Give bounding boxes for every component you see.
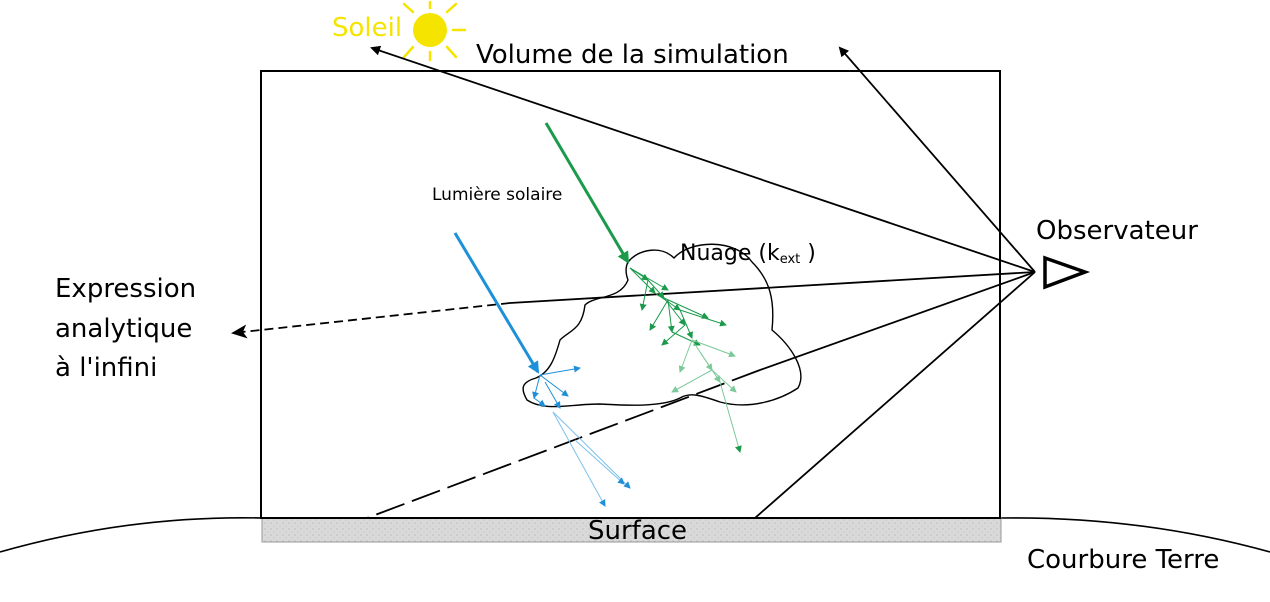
blue-scattering-rays bbox=[532, 365, 581, 409]
volume-label: Volume de la simulation bbox=[476, 40, 789, 70]
simulation-volume-box bbox=[260, 70, 1001, 519]
solar-ray-blue bbox=[453, 232, 540, 374]
observer-label: Observateur bbox=[1036, 216, 1198, 246]
cloud-label-main: Nuage (k bbox=[680, 241, 780, 266]
expression-label-line3: à l'infini bbox=[55, 353, 157, 383]
solar-ray-green bbox=[544, 122, 630, 264]
surface-label: Surface bbox=[588, 516, 687, 546]
sun-icon bbox=[402, 0, 467, 62]
sight-line-to-surface-right bbox=[754, 271, 1036, 519]
sunlight-label: Lumière solaire bbox=[432, 185, 562, 205]
observer-icon bbox=[1043, 255, 1091, 290]
sight-line-dashed-left bbox=[231, 302, 511, 339]
expression-label-line1: Expression bbox=[55, 274, 196, 304]
cloud-label-close: ) bbox=[800, 241, 816, 266]
earth-curvature-label: Courbure Terre bbox=[1027, 545, 1219, 575]
sight-line-to-surface-dashed bbox=[366, 369, 761, 519]
sun-label: Soleil bbox=[332, 13, 402, 43]
sight-line-through-cloud bbox=[509, 271, 1036, 304]
blue-scattering-rays-light bbox=[552, 411, 631, 507]
cloud-label: Nuage (kext ) bbox=[680, 241, 816, 267]
surface-strip bbox=[261, 517, 1002, 543]
expression-label-line2: analytique bbox=[55, 314, 192, 344]
sight-line-to-surface-solid bbox=[759, 271, 1036, 371]
sight-line-to-sun bbox=[370, 45, 1036, 273]
cloud-outline bbox=[522, 243, 802, 408]
sight-line-to-volume-top bbox=[838, 46, 1036, 273]
green-scattering-rays-light bbox=[671, 339, 742, 453]
cloud-label-subscript: ext bbox=[780, 252, 801, 267]
green-scattering-rays bbox=[629, 267, 727, 346]
